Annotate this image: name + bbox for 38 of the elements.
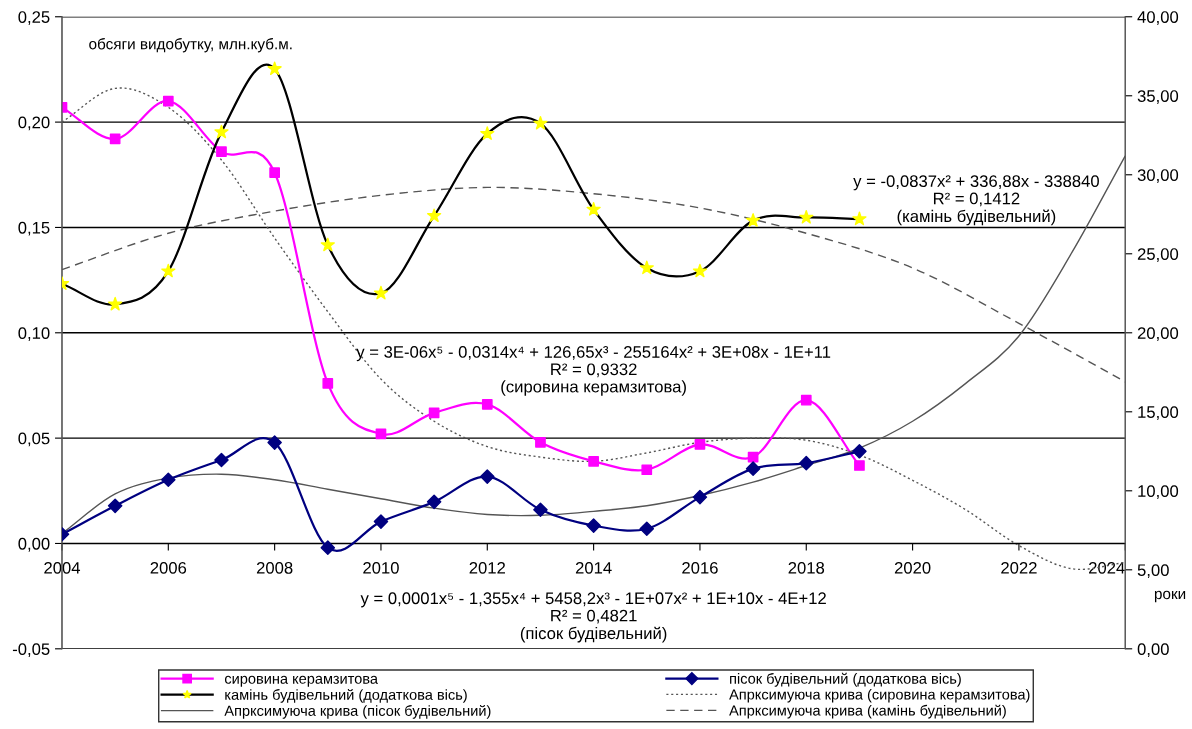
y-tick-label: 0,00 [18, 537, 50, 552]
x-tick-label: 2004 [44, 561, 81, 574]
y2-tick-label: 10,00 [1138, 485, 1179, 499]
y-tick-label: 0,05 [18, 432, 50, 447]
x-tick-label: 2022 [1001, 561, 1037, 574]
y-tick-label: -0,05 [12, 643, 50, 657]
x-tick-label: 2006 [150, 561, 187, 574]
x-tick-label: 2010 [363, 561, 399, 574]
y-tick-label: 0,10 [18, 327, 50, 341]
legend-label: пісок будівельний (додаткова вісь) [730, 672, 961, 687]
annotation: y = 3E-06x⁵ - 0,0314x⁴ + 126,65x³ - 255164x² + 3E+08x - 1E+11 R² = 0,9332 (сировина керамзитова) [356, 346, 831, 396]
y2-tick-label: 0,00 [1137, 643, 1169, 657]
x-tick-label: 2008 [256, 561, 293, 574]
y2-tick-label: 5,00 [1137, 564, 1169, 578]
annotation: y = -0,0837x² + 336,88x - 338840 R² = 0,1412 (камінь будівельний) [853, 175, 1099, 226]
y2-tick-label: 40,00 [1137, 11, 1179, 25]
x-tick-label: 2012 [469, 561, 505, 574]
x-axis-title: роки [1154, 590, 1186, 603]
y-axis-title: обсяги видобутку, млн.куб.м. [89, 38, 292, 53]
y-tick-label: 0,15 [18, 221, 50, 236]
y2-tick-label: 25,00 [1137, 248, 1179, 262]
x-tick-label: 2024 [1089, 561, 1125, 574]
annotation: y = 0,0001x⁵ - 1,355x⁴ + 5458,2x³ - 1E+07x² + 1E+10x - 4E+12 R² = 0,4821 (пісок будівельний) [360, 592, 826, 643]
legend-label: сировина керамзитова [224, 675, 378, 687]
y2-tick-label: 20,00 [1137, 327, 1179, 341]
legend-label: Апрксимуюча крива (сировина керамзитова) [729, 688, 1030, 703]
y-tick-label: 0,20 [18, 116, 50, 131]
y-tick-label: 0,25 [18, 11, 50, 25]
x-tick-label: 2016 [682, 561, 718, 574]
legend-label: Апрксимуюча крива (пісок будівельний) [224, 704, 491, 719]
y2-tick-label: 15,00 [1138, 406, 1179, 420]
legend-label: камінь будівельний (додаткова вісь) [225, 688, 467, 703]
x-tick-label: 2018 [788, 561, 825, 574]
legend-label: Апрксимуюча крива (камінь будівельний) [729, 704, 1006, 719]
y2-tick-label: 35,00 [1137, 90, 1179, 104]
x-tick-label: 2014 [575, 561, 612, 574]
y2-tick-label: 30,00 [1137, 169, 1179, 183]
x-tick-label: 2020 [894, 561, 931, 574]
